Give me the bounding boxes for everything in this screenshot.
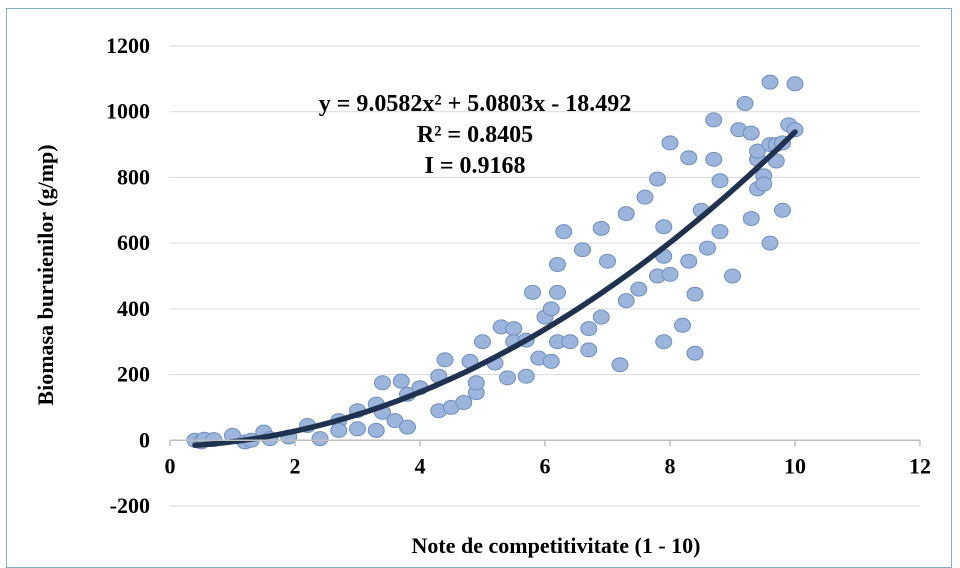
- data-point: [580, 321, 598, 337]
- data-point: [367, 422, 385, 438]
- data-point: [392, 373, 410, 389]
- y-tick-label: 600: [117, 230, 150, 255]
- data-point: [742, 125, 760, 141]
- data-point: [724, 268, 741, 284]
- data-point: [774, 202, 791, 218]
- data-point: [655, 219, 673, 235]
- y-tick-label: 800: [117, 164, 150, 189]
- data-point: [655, 334, 673, 350]
- data-point: [524, 284, 541, 300]
- data-point: [674, 317, 691, 333]
- x-tick-label: 0: [165, 453, 176, 478]
- data-point: [755, 176, 773, 192]
- data-point: [399, 419, 416, 435]
- data-points: [186, 74, 804, 450]
- data-point: [555, 224, 573, 240]
- x-tick-label: 8: [665, 453, 676, 478]
- data-point: [549, 284, 566, 300]
- y-axis-title: Biomasa buruienilor (g/mp): [33, 144, 58, 405]
- data-point: [505, 321, 523, 337]
- x-axis-title: Note de competitivitate (1 - 10): [412, 533, 701, 558]
- data-point: [311, 431, 329, 447]
- y-tick-label: 1000: [106, 99, 150, 124]
- i-index-annotation: I = 0.9168: [424, 153, 525, 179]
- data-point: [761, 74, 779, 90]
- data-point: [517, 368, 535, 384]
- trendline: [192, 129, 798, 448]
- data-point: [574, 242, 591, 258]
- y-tick-label: 200: [117, 362, 150, 387]
- data-point: [761, 235, 779, 251]
- x-tick-label: 12: [909, 453, 931, 478]
- data-point: [742, 211, 760, 226]
- data-point: [542, 301, 560, 317]
- data-point: [705, 151, 723, 167]
- y-axis: 1200 1000 800 600 400 200 0 -200: [106, 33, 150, 518]
- data-point: [749, 143, 766, 159]
- y-tick-label: 400: [117, 296, 150, 321]
- data-point: [680, 253, 698, 269]
- data-point: [474, 334, 491, 350]
- data-point: [680, 150, 698, 166]
- x-axis: 0 2 4 6 8 10 12: [165, 439, 931, 478]
- y-tick-label: 1200: [106, 33, 150, 58]
- y-tick-label: 0: [139, 427, 150, 452]
- data-point: [436, 352, 454, 368]
- r-squared-annotation: R² = 0.8405: [417, 122, 533, 148]
- x-tick-label: 2: [290, 453, 301, 478]
- data-point: [630, 281, 648, 297]
- data-point: [611, 357, 629, 373]
- data-point: [455, 395, 473, 410]
- data-point: [699, 240, 716, 256]
- data-point: [705, 112, 723, 128]
- data-point: [711, 173, 729, 189]
- data-point: [330, 422, 348, 438]
- data-point: [617, 206, 635, 222]
- data-point: [736, 96, 754, 111]
- data-point: [580, 342, 598, 358]
- data-point: [661, 135, 679, 151]
- data-point: [636, 189, 654, 205]
- x-tick-label: 4: [415, 453, 426, 478]
- data-point: [592, 220, 610, 236]
- data-point: [542, 353, 560, 369]
- equation-annotation: y = 9.0582x² + 5.0803x - 18.492: [319, 91, 632, 117]
- data-point: [686, 345, 704, 361]
- data-point: [599, 253, 616, 269]
- x-tick-label: 6: [540, 453, 551, 478]
- data-point: [374, 375, 391, 391]
- data-point: [786, 76, 804, 92]
- data-point: [617, 293, 635, 309]
- data-point: [592, 309, 610, 325]
- data-point: [349, 421, 366, 437]
- chart-frame: [6, 8, 952, 568]
- data-point: [561, 334, 579, 350]
- data-point: [649, 171, 666, 187]
- y-tick-label: -200: [110, 493, 150, 518]
- x-tick-label: 10: [784, 453, 806, 478]
- data-point: [386, 413, 404, 429]
- data-point: [467, 375, 485, 391]
- data-point: [661, 266, 679, 282]
- data-point: [499, 370, 516, 386]
- data-point: [711, 224, 729, 240]
- data-point: [549, 257, 566, 272]
- data-point: [686, 286, 704, 302]
